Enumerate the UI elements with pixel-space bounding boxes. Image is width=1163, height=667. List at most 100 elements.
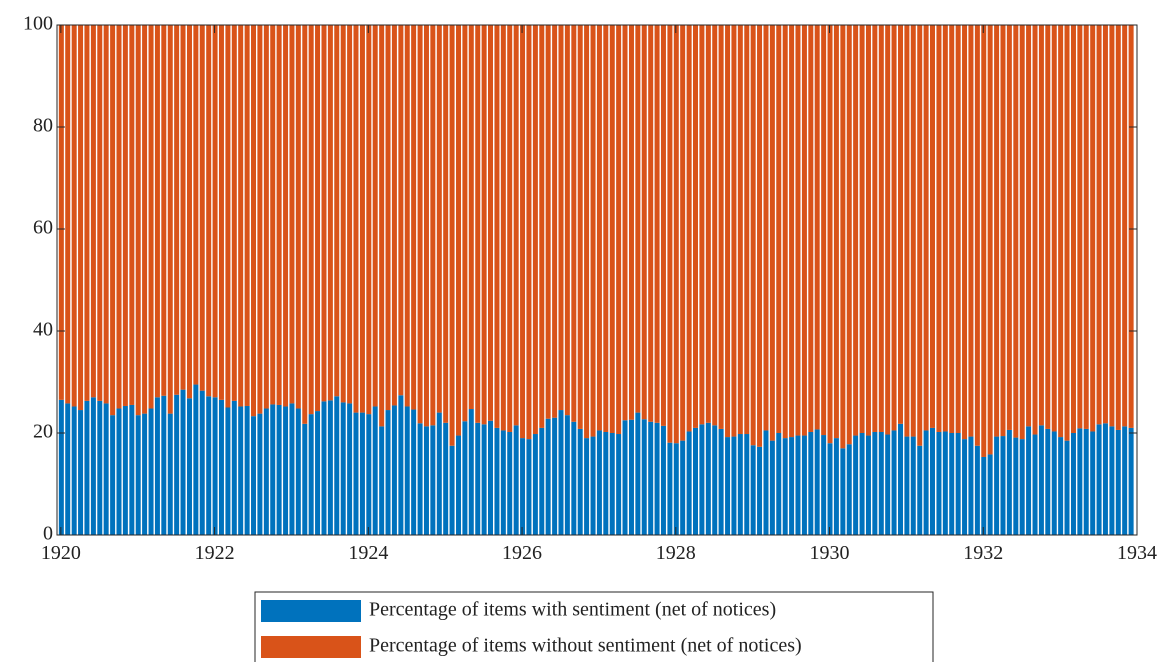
bar-segment — [430, 425, 436, 535]
bar-segment — [110, 415, 116, 535]
bar-segment — [1122, 25, 1128, 427]
bar-segment — [878, 431, 884, 535]
bar-segment — [667, 25, 673, 443]
bar-segment — [577, 428, 583, 535]
bar-segment — [353, 412, 359, 535]
bar-segment — [1128, 25, 1134, 428]
bar-segment — [929, 25, 935, 428]
legend-swatch — [261, 600, 361, 622]
bar-segment — [833, 438, 839, 535]
bar-segment — [1013, 437, 1019, 535]
bar-segment — [334, 25, 340, 397]
bar-segment — [667, 442, 673, 535]
bar-segment — [648, 421, 654, 535]
bar-segment — [622, 420, 628, 535]
bar-segment — [122, 25, 128, 406]
bar-segment — [481, 424, 487, 535]
bar-segment — [789, 25, 795, 438]
bar-segment — [795, 435, 801, 535]
bar-segment — [814, 25, 820, 430]
bar-segment — [673, 25, 679, 444]
bar-segment — [481, 25, 487, 425]
bar-segment — [251, 416, 257, 535]
bar-segment — [705, 25, 711, 423]
bar-segment — [366, 414, 372, 535]
bar-segment — [97, 400, 103, 535]
bar-segment — [814, 429, 820, 535]
x-tick-label: 1928 — [656, 542, 696, 564]
bar-segment — [539, 427, 545, 535]
bar-segment — [955, 433, 961, 535]
bar-segment — [731, 436, 737, 535]
bar-segment — [808, 431, 814, 535]
bar-segment — [1038, 425, 1044, 535]
bar-segment — [334, 396, 340, 535]
bar-segment — [987, 454, 993, 535]
bar-segment — [725, 25, 731, 438]
bar-segment — [821, 435, 827, 535]
bar-segment — [244, 25, 250, 406]
bar-segment — [693, 427, 699, 535]
bar-segment — [1000, 436, 1006, 535]
bar-segment — [603, 431, 609, 535]
bar-segment — [1128, 427, 1134, 535]
bar-segment — [962, 25, 968, 440]
bar-segment — [308, 414, 314, 535]
bar-segment — [206, 25, 212, 397]
bar-segment — [90, 397, 96, 535]
bar-segment — [494, 427, 500, 535]
bar-segment — [590, 25, 596, 437]
bar-segment — [238, 25, 244, 407]
bar-segment — [321, 401, 327, 535]
bar-segment — [148, 408, 154, 535]
x-tick-label: 1924 — [348, 542, 388, 564]
bar-segment — [58, 25, 64, 400]
bar-segment — [404, 25, 410, 407]
bar-segment — [78, 410, 84, 535]
bar-segment — [1006, 25, 1012, 430]
bar-segment — [827, 443, 833, 535]
bar-segment — [801, 25, 807, 436]
bar-segment — [564, 25, 570, 416]
bar-segment — [942, 25, 948, 432]
bar-segment — [981, 25, 987, 457]
bar-segment — [327, 400, 333, 535]
bar-segment — [154, 25, 160, 398]
bar-segment — [520, 25, 526, 439]
bar-segment — [494, 25, 500, 428]
bar-segment — [596, 25, 602, 431]
bar-segment — [353, 25, 359, 413]
bar-segment — [206, 396, 212, 535]
bar-segment — [135, 415, 141, 535]
bar-segment — [981, 456, 987, 535]
bar-segment — [436, 412, 442, 535]
bar-segment — [1090, 25, 1096, 432]
bar-segment — [398, 25, 404, 396]
bar-segment — [840, 448, 846, 535]
bar-segment — [718, 25, 724, 429]
legend-box — [254, 591, 934, 665]
bar-segment — [263, 408, 269, 535]
bar-segment — [552, 417, 558, 535]
bar-segment — [263, 25, 269, 409]
bar-segment — [1058, 25, 1064, 438]
bar-segment — [891, 430, 897, 535]
bar-segment — [347, 403, 353, 535]
bar-segment — [340, 25, 346, 403]
bar-segment — [782, 25, 788, 439]
bar-segment — [315, 411, 321, 535]
bar-segment — [302, 25, 308, 424]
bar-segment — [859, 25, 865, 433]
bar-segment — [994, 436, 1000, 535]
bar-segment — [526, 25, 532, 440]
x-tick-label: 1934 — [1117, 542, 1157, 564]
bar-segment — [564, 415, 570, 535]
bar-segment — [571, 25, 577, 422]
bar-segment — [488, 25, 493, 421]
bar-segment — [443, 422, 449, 535]
bar-segment — [628, 419, 634, 535]
bar-segment — [65, 25, 71, 404]
bar-segment — [865, 435, 871, 535]
bar-segment — [379, 25, 385, 427]
bar-segment — [199, 390, 205, 535]
